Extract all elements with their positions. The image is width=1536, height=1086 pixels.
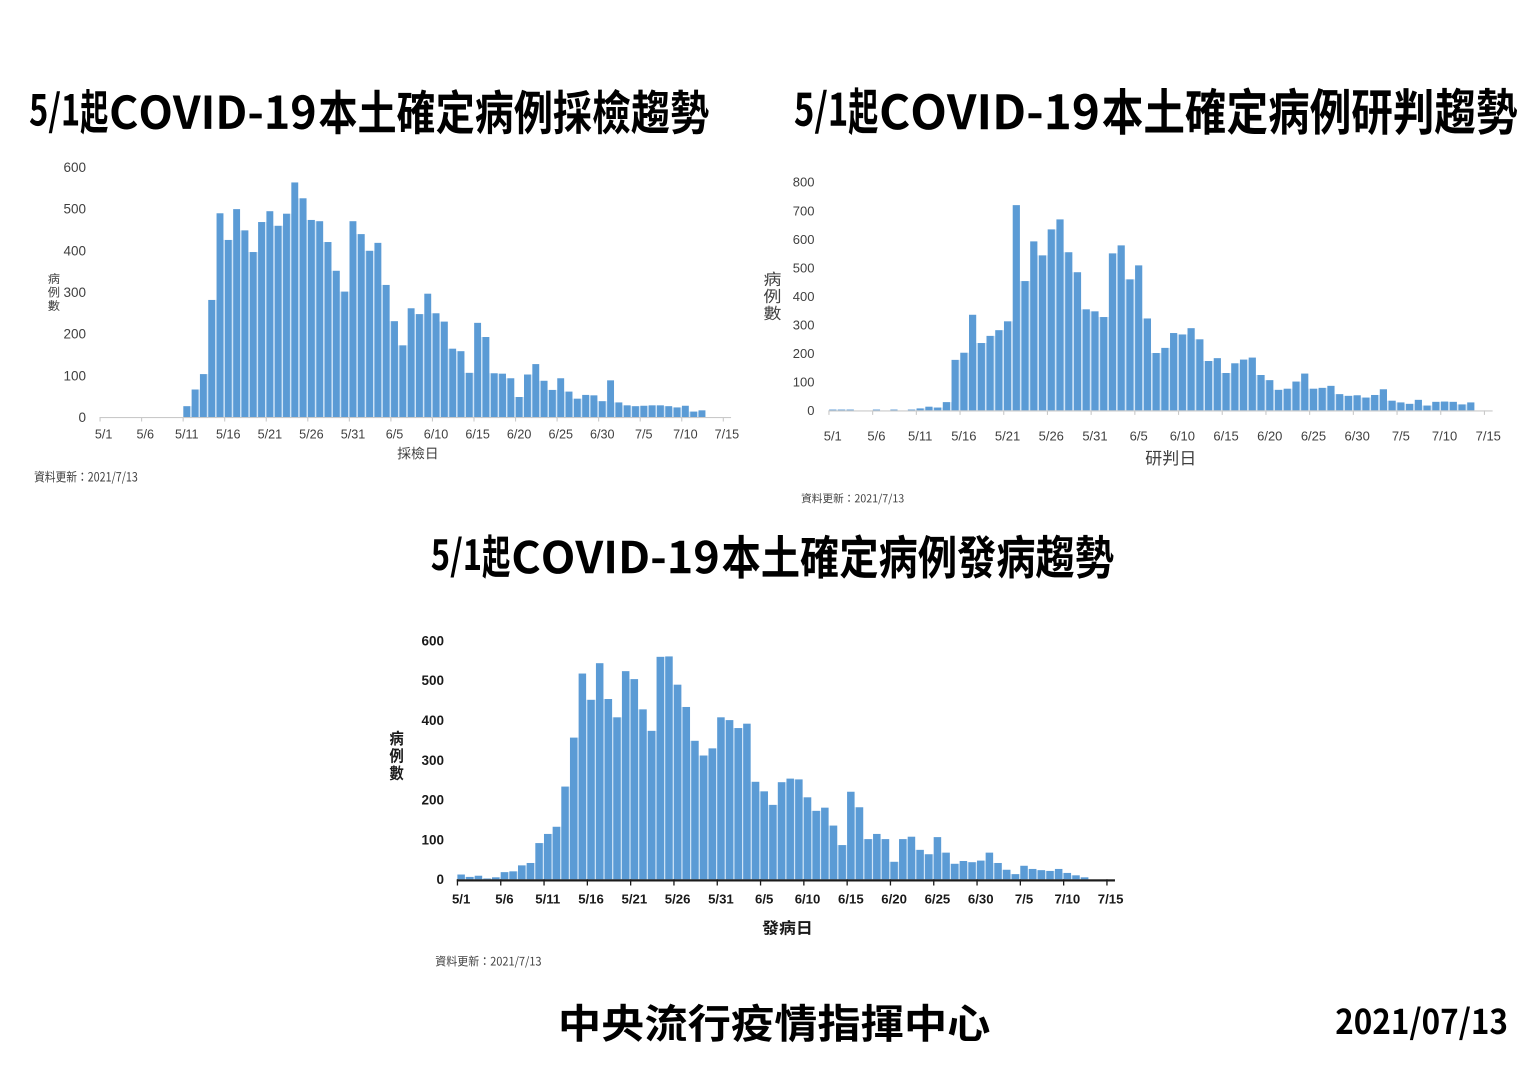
svg-text:5/21: 5/21 (621, 891, 647, 906)
svg-text:200: 200 (421, 793, 444, 808)
svg-text:5/31: 5/31 (1082, 428, 1107, 443)
svg-text:500: 500 (63, 202, 86, 217)
svg-text:300: 300 (421, 753, 444, 768)
svg-text:100: 100 (793, 375, 815, 390)
svg-text:5/1: 5/1 (452, 891, 470, 906)
svg-text:6/30: 6/30 (968, 891, 994, 906)
svg-text:5/26: 5/26 (1039, 428, 1064, 443)
svg-text:5/16: 5/16 (216, 427, 241, 441)
svg-text:6/20: 6/20 (881, 891, 907, 906)
svg-text:6/5: 6/5 (386, 427, 404, 441)
svg-text:5/26: 5/26 (299, 427, 324, 441)
svg-text:600: 600 (63, 160, 86, 175)
svg-text:6/10: 6/10 (424, 427, 449, 441)
svg-text:300: 300 (63, 285, 86, 300)
svg-text:7/15: 7/15 (1098, 891, 1124, 906)
svg-text:7/10: 7/10 (673, 427, 698, 441)
svg-text:400: 400 (421, 713, 444, 728)
svg-text:7/15: 7/15 (1476, 428, 1501, 443)
svg-text:5/31: 5/31 (708, 891, 734, 906)
svg-text:6/25: 6/25 (548, 427, 573, 441)
svg-text:6/15: 6/15 (1213, 428, 1238, 443)
svg-text:5/31: 5/31 (341, 427, 366, 441)
svg-text:7/10: 7/10 (1054, 891, 1080, 906)
svg-text:400: 400 (63, 243, 86, 258)
svg-text:500: 500 (793, 260, 815, 275)
svg-text:7/10: 7/10 (1432, 428, 1457, 443)
svg-text:6/5: 6/5 (1130, 428, 1148, 443)
svg-text:600: 600 (793, 232, 815, 247)
svg-text:6/25: 6/25 (1301, 428, 1326, 443)
svg-text:5/11: 5/11 (175, 427, 199, 441)
svg-text:6/30: 6/30 (1345, 428, 1370, 443)
svg-text:5/26: 5/26 (665, 891, 691, 906)
svg-text:5/16: 5/16 (951, 428, 976, 443)
svg-text:800: 800 (793, 175, 815, 190)
svg-text:6/15: 6/15 (838, 891, 864, 906)
svg-text:0: 0 (807, 403, 814, 418)
svg-text:6/15: 6/15 (465, 427, 490, 441)
svg-text:5/1: 5/1 (95, 427, 113, 441)
svg-text:6/30: 6/30 (590, 427, 615, 441)
svg-text:200: 200 (63, 327, 86, 342)
svg-text:300: 300 (793, 317, 815, 332)
svg-text:200: 200 (793, 346, 815, 361)
svg-text:6/20: 6/20 (507, 427, 532, 441)
svg-text:7/5: 7/5 (635, 427, 653, 441)
svg-text:6/10: 6/10 (1170, 428, 1195, 443)
svg-text:5/16: 5/16 (578, 891, 604, 906)
svg-text:600: 600 (421, 633, 444, 648)
svg-text:6/5: 6/5 (755, 891, 773, 906)
svg-text:7/5: 7/5 (1392, 428, 1410, 443)
svg-text:400: 400 (793, 289, 815, 304)
svg-text:6/25: 6/25 (925, 891, 951, 906)
svg-text:6/10: 6/10 (795, 891, 821, 906)
svg-text:5/6: 5/6 (136, 427, 154, 441)
svg-text:5/6: 5/6 (495, 891, 513, 906)
svg-text:6/20: 6/20 (1257, 428, 1282, 443)
svg-text:5/1: 5/1 (824, 428, 842, 443)
svg-text:5/11: 5/11 (908, 428, 932, 443)
svg-text:0: 0 (78, 410, 86, 425)
svg-text:7/5: 7/5 (1015, 891, 1033, 906)
svg-text:100: 100 (421, 832, 444, 847)
svg-text:7/15: 7/15 (715, 427, 740, 441)
svg-text:0: 0 (436, 872, 444, 887)
svg-text:5/11: 5/11 (535, 891, 560, 906)
svg-text:5/21: 5/21 (995, 428, 1020, 443)
svg-text:700: 700 (793, 203, 815, 218)
svg-text:5/21: 5/21 (258, 427, 283, 441)
svg-text:500: 500 (421, 673, 444, 688)
svg-text:100: 100 (63, 368, 86, 383)
svg-text:5/6: 5/6 (867, 428, 885, 443)
